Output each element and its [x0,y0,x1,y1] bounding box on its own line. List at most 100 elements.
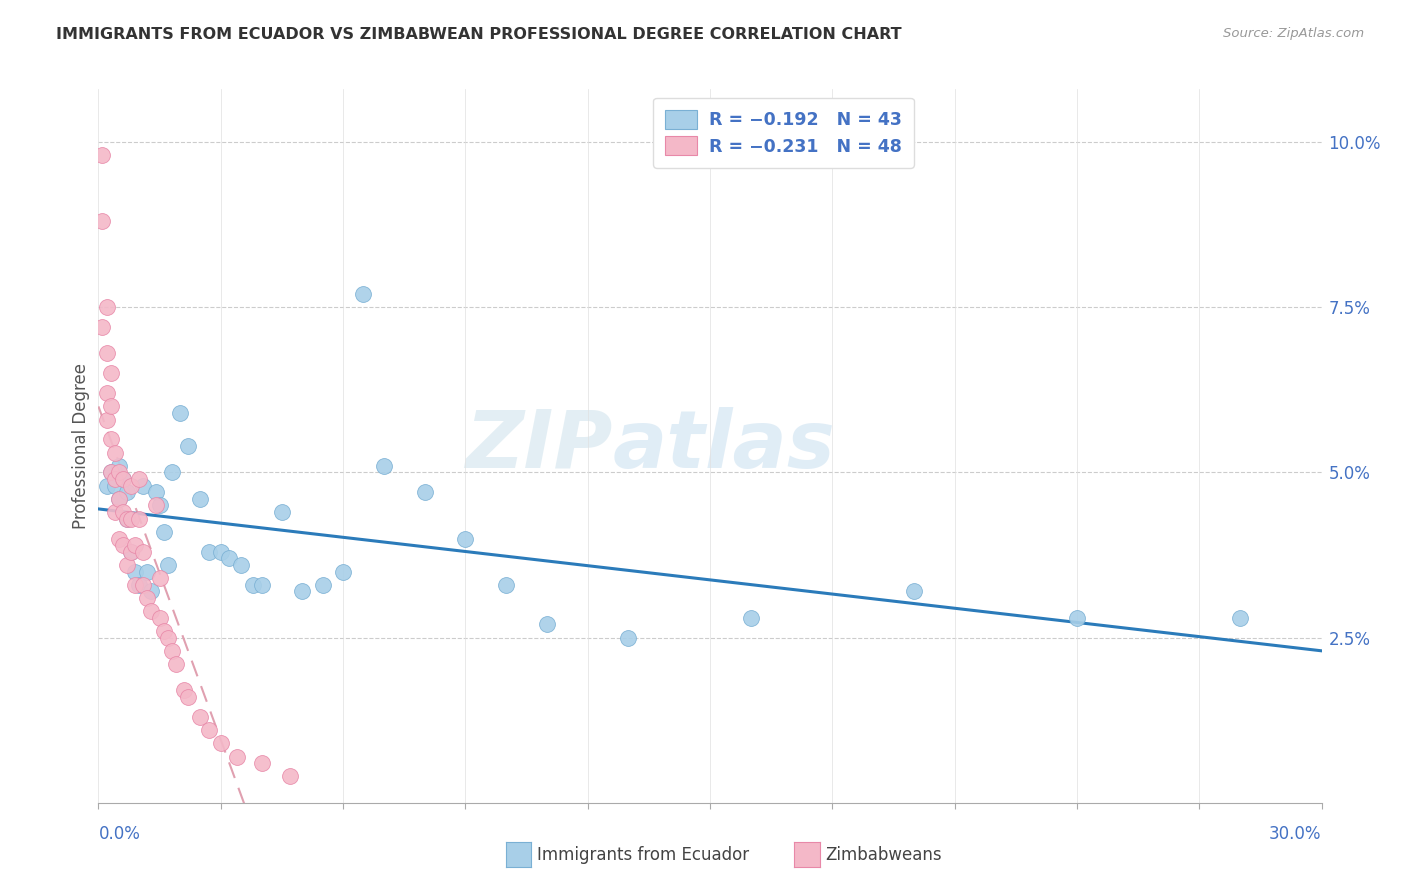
Point [177,439,200,453]
Point [108,491,131,506]
Point [96,478,118,492]
Point [149,611,172,625]
Point [96,412,118,426]
Point [226,749,249,764]
Point [115,511,138,525]
Point [132,478,155,492]
Point [136,565,159,579]
Point [156,558,179,572]
Point [111,505,134,519]
Point [128,578,150,592]
Point [104,478,127,492]
Point [149,499,172,513]
Point [242,578,264,592]
Point [100,433,122,447]
Point [165,657,187,671]
Point [115,485,138,500]
Point [1229,611,1251,625]
Point [111,538,134,552]
Point [145,485,167,500]
Point [100,367,122,381]
Point [100,466,122,480]
Point [1066,611,1088,625]
Point [152,624,174,638]
Point [188,491,212,506]
Point [91,320,114,334]
Point [250,578,273,592]
Point [250,756,273,771]
Point [209,736,232,750]
Point [124,538,146,552]
Point [141,584,163,599]
Point [903,584,925,599]
Point [332,565,354,579]
Point [270,505,294,519]
Point [740,611,762,625]
Point [536,617,558,632]
Point [111,472,134,486]
Text: Source: ZipAtlas.com: Source: ZipAtlas.com [1223,27,1364,40]
Point [231,558,253,572]
Point [218,551,240,566]
Point [454,532,477,546]
Point [352,287,374,301]
Point [124,578,146,592]
Y-axis label: Professional Degree: Professional Degree [72,363,90,529]
Text: 30.0%: 30.0% [1270,825,1322,843]
Legend: R = −0.192   N = 43, R = −0.231   N = 48: R = −0.192 N = 43, R = −0.231 N = 48 [654,98,914,168]
Point [136,591,159,605]
Point [209,545,232,559]
Point [124,565,146,579]
Point [132,578,155,592]
Point [156,631,179,645]
Point [108,458,131,473]
Point [108,532,131,546]
Point [149,571,172,585]
Point [108,466,131,480]
Point [312,578,335,592]
Point [197,545,219,559]
Point [145,499,167,513]
Point [197,723,219,738]
Point [141,604,163,618]
Point [104,472,127,486]
Point [173,683,195,698]
Point [91,148,114,162]
Text: ZIP: ZIP [465,407,612,485]
Text: IMMIGRANTS FROM ECUADOR VS ZIMBABWEAN PROFESSIONAL DEGREE CORRELATION CHART: IMMIGRANTS FROM ECUADOR VS ZIMBABWEAN PR… [56,27,901,42]
Point [120,478,142,492]
Point [495,578,517,592]
Point [132,545,155,559]
Point [188,710,212,724]
Point [152,524,174,539]
Point [91,214,114,228]
Point [120,545,142,559]
Point [128,511,150,525]
Point [96,300,118,314]
Point [169,406,191,420]
Point [160,466,183,480]
Point [120,511,142,525]
Point [104,505,127,519]
Point [177,690,200,704]
Point [108,491,131,506]
Point [373,458,395,473]
Point [96,386,118,401]
Point [115,558,138,572]
Point [617,631,640,645]
Point [104,445,127,459]
Text: atlas: atlas [612,407,835,485]
Point [160,644,183,658]
Text: Zimbabweans: Zimbabweans [825,846,942,863]
Point [413,485,436,500]
Point [111,472,134,486]
Point [100,400,122,414]
Text: 0.0%: 0.0% [98,825,141,843]
Point [278,769,301,783]
Point [120,545,142,559]
Point [115,511,138,525]
Point [128,472,150,486]
Text: Immigrants from Ecuador: Immigrants from Ecuador [537,846,749,863]
Point [96,346,118,360]
Point [100,466,122,480]
